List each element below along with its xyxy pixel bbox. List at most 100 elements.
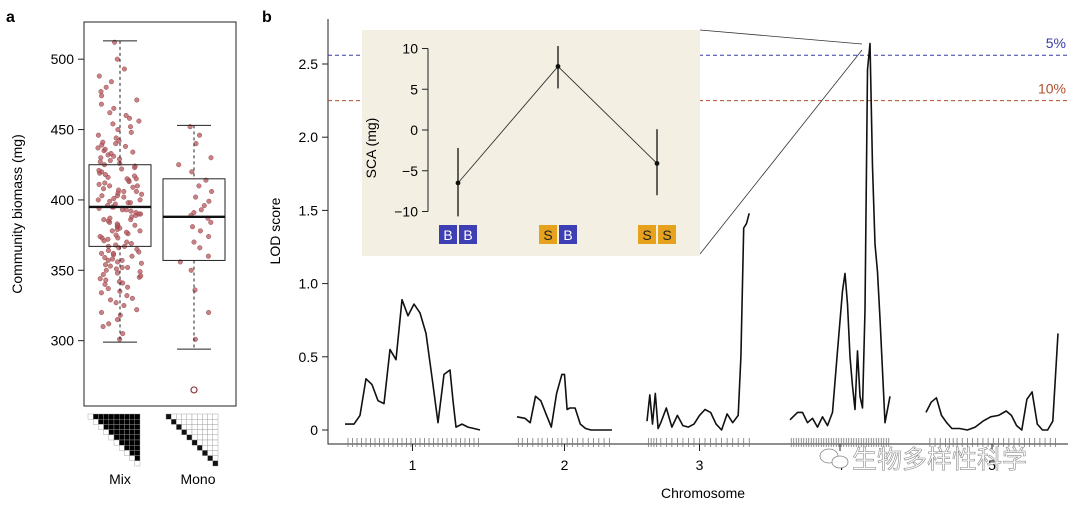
data-point — [137, 269, 143, 275]
genotype-cell — [176, 419, 182, 425]
data-point — [100, 272, 106, 278]
y-tick-label: 400 — [51, 192, 75, 208]
genotype-cell — [124, 413, 130, 420]
data-point — [137, 197, 143, 203]
data-point — [98, 89, 104, 95]
genotype-cell — [129, 450, 136, 456]
genotype-cell — [129, 439, 136, 446]
genotype-cell — [134, 424, 141, 430]
data-point — [196, 132, 202, 138]
data-point — [127, 200, 133, 206]
data-point — [134, 97, 140, 103]
genotype-cell — [113, 424, 120, 430]
data-point — [99, 193, 105, 199]
y-tick-label: 2.0 — [299, 129, 319, 145]
allele-badge-label: S — [543, 227, 552, 243]
x-tick-label: 1 — [409, 457, 417, 473]
panel-a-boxes — [88, 40, 226, 394]
data-point — [108, 79, 114, 85]
genotype-cell — [191, 419, 198, 425]
panel-b-y-axis: 0 0.5 1.0 1.5 2.0 2.5 — [299, 56, 329, 438]
panel-a-x-label-mono: Mono — [180, 471, 215, 487]
data-point — [138, 273, 144, 279]
data-point — [106, 321, 112, 327]
outlier-point — [190, 386, 198, 394]
data-point — [131, 173, 137, 179]
genotype-cell — [191, 424, 198, 430]
data-point — [98, 250, 104, 256]
genotype-cell — [108, 419, 115, 425]
genotype-cell — [212, 429, 219, 436]
data-point — [176, 162, 182, 168]
box-mix — [88, 164, 152, 247]
genotype-cell — [207, 429, 214, 436]
data-point — [114, 56, 120, 62]
genotype-cell — [108, 424, 115, 430]
genotype-cell — [207, 439, 214, 446]
genotype-cell — [207, 413, 214, 420]
genotype-cell — [202, 439, 208, 446]
data-point — [197, 228, 203, 234]
data-point — [111, 105, 117, 111]
inset-mean-point — [555, 64, 561, 69]
genotype-cell — [113, 439, 120, 446]
genotype-cell — [196, 413, 203, 420]
data-point — [102, 172, 108, 178]
data-point — [107, 183, 113, 189]
genotype-cell — [118, 445, 125, 451]
genotype-cell — [108, 434, 115, 441]
genotype-cell — [134, 450, 141, 456]
data-point — [96, 167, 102, 173]
genotype-cell — [170, 413, 177, 420]
lod-curves — [345, 42, 1059, 431]
genotype-cell — [212, 419, 219, 425]
lod-curve-chr-1 — [345, 298, 481, 431]
data-point — [114, 270, 120, 276]
data-point — [126, 115, 132, 121]
data-point — [124, 239, 130, 245]
y-tick-label: 0.5 — [299, 349, 319, 365]
data-point — [115, 127, 121, 133]
x-tick-label: 2 — [561, 457, 569, 473]
genotype-cell — [202, 445, 208, 451]
genotype-cell — [129, 429, 136, 436]
panel-b-y-label: LOD score — [267, 197, 283, 264]
genotype-cell — [134, 455, 141, 462]
data-point — [105, 286, 111, 292]
data-point — [111, 195, 117, 201]
genotype-cell — [186, 413, 193, 420]
marker-ticks — [347, 438, 1056, 447]
genotype-cell — [118, 419, 125, 425]
genotype-cell — [186, 429, 193, 436]
data-point — [102, 146, 108, 152]
threshold-label: 10% — [1038, 81, 1066, 97]
data-point — [116, 279, 122, 285]
data-point — [134, 246, 140, 252]
genotype-cell — [129, 434, 136, 441]
data-point — [113, 141, 119, 147]
genotype-cell — [103, 429, 109, 436]
allele-badge-label: S — [642, 227, 651, 243]
data-point — [136, 118, 142, 124]
data-point — [96, 181, 102, 187]
genotype-cell — [186, 434, 193, 441]
data-point — [95, 145, 101, 151]
data-point — [134, 183, 140, 189]
data-point — [109, 228, 115, 234]
allele-badge-label: B — [563, 227, 572, 243]
genotype-cell — [103, 413, 109, 420]
data-point — [113, 266, 119, 272]
data-point — [102, 255, 108, 261]
genotype-cell — [165, 413, 172, 420]
allele-badge — [559, 225, 577, 244]
data-point — [139, 191, 145, 197]
data-point — [105, 236, 111, 242]
data-point — [121, 194, 127, 200]
inset-y-axis: −10 −5 0 5 10 — [394, 41, 429, 220]
genotype-cell — [124, 439, 130, 446]
inset-background — [362, 30, 700, 256]
genotype-cell — [134, 419, 141, 425]
genotype-cell — [207, 450, 214, 456]
data-point — [97, 276, 103, 282]
